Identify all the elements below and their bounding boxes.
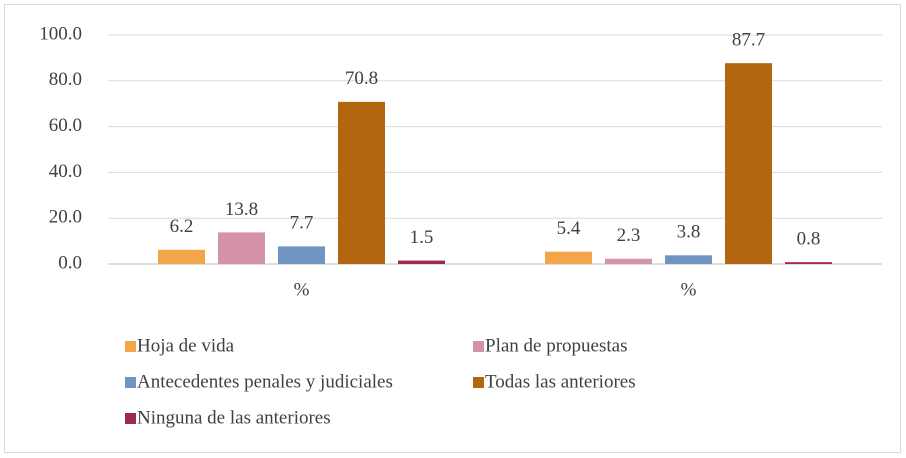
bar	[785, 262, 832, 264]
data-label: 7.7	[290, 213, 314, 234]
bar	[605, 258, 652, 264]
data-label: 0.8	[797, 229, 821, 250]
bar	[218, 232, 265, 264]
y-tick-label: 80.0	[49, 69, 82, 90]
legend-label: Antecedentes penales y judiciales	[137, 371, 393, 392]
legend-swatch	[473, 341, 484, 352]
data-label: 2.3	[617, 225, 641, 246]
data-label: 6.2	[170, 216, 194, 237]
y-tick-label: 0.0	[58, 252, 82, 273]
bar	[158, 249, 205, 264]
y-tick-label: 60.0	[49, 115, 82, 136]
legend-label: Hoja de vida	[137, 335, 235, 356]
legend-label: Todas las anteriores	[485, 371, 636, 392]
legend-swatch	[125, 341, 136, 352]
bar	[398, 260, 445, 264]
data-label: 5.4	[557, 218, 581, 239]
y-tick-label: 40.0	[49, 161, 82, 182]
bar	[665, 255, 712, 264]
x-tick-label: %	[294, 279, 310, 300]
x-tick-label: %	[681, 279, 697, 300]
y-tick-label: 20.0	[49, 207, 82, 228]
data-label: 1.5	[410, 227, 434, 248]
data-label: 70.8	[345, 68, 378, 89]
bar	[338, 101, 385, 264]
legend-label: Plan de propuestas	[485, 335, 627, 356]
bar	[278, 246, 325, 264]
data-label: 3.8	[677, 222, 701, 243]
legend-label: Ninguna de las anteriores	[137, 407, 331, 428]
legend-swatch	[125, 413, 136, 424]
data-label: 13.8	[225, 199, 258, 220]
bar	[545, 251, 592, 264]
data-label: 87.7	[732, 30, 765, 51]
bar	[725, 63, 772, 265]
legend-swatch	[125, 377, 136, 388]
y-tick-label: 100.0	[39, 23, 82, 44]
legend-swatch	[473, 377, 484, 388]
